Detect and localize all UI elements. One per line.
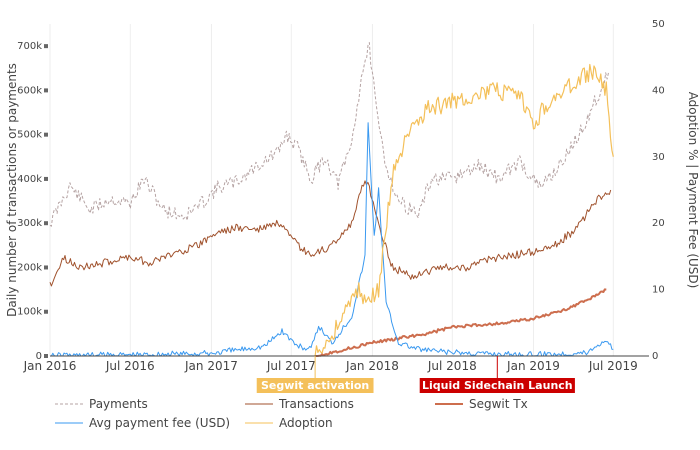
- y-left-tick-mark: [44, 354, 48, 358]
- annotation-label: Liquid Sidechain Launch: [422, 379, 573, 392]
- y-left-tick-mark: [44, 309, 48, 314]
- y-left-tick-mark: [44, 221, 48, 226]
- x-tick-label: Jan 2017: [184, 359, 238, 373]
- y-axis-right-title: Adoption % | Payment Fee (USD): [686, 92, 700, 289]
- x-tick-label: Jan 2018: [345, 359, 399, 373]
- y-left-tick-label: 600k: [17, 85, 42, 96]
- x-tick-label: Jul 2017: [266, 359, 316, 373]
- annotation-box: [256, 378, 374, 393]
- grid: [49, 24, 614, 356]
- y-left-tick-label: 0: [36, 351, 42, 362]
- legend-label-avg-payment-fee-usd: Avg payment fee (USD): [89, 416, 230, 430]
- y-left-tick-mark: [44, 44, 48, 49]
- y-left-tick-label: 200k: [17, 262, 42, 273]
- y-left-tick-mark: [44, 88, 48, 93]
- axes: Jan 2016 Jul 2016 Jan 2017 Jul 2017 Jan 2018…: [17, 19, 665, 373]
- y-right-tick-label: 50: [652, 19, 665, 30]
- y-left-tick-mark: [44, 176, 48, 181]
- legend-label-transactions: Transactions: [278, 397, 354, 411]
- legend: Payments Transactions Segwit Tx Avg payment…: [55, 397, 528, 430]
- legend-label-adoption: Adoption: [279, 416, 333, 430]
- y-axis-left-title: Daily number of transactions or payments: [5, 63, 19, 317]
- annotations: Segwit activation Liquid Sidechain Launch: [256, 356, 575, 393]
- y-right-tick-label: 40: [652, 85, 665, 96]
- y-left-tick-label: 700k: [17, 41, 42, 52]
- y-left-tick-mark: [44, 265, 48, 270]
- x-tick-label: Jul 2016: [105, 359, 155, 373]
- x-tick-label: Jan 2019: [506, 359, 560, 373]
- y-left-tick-label: 500k: [17, 130, 42, 141]
- y-left-tick-label: 300k: [17, 218, 42, 229]
- legend-label-segwit-tx: Segwit Tx: [469, 397, 528, 411]
- y-right-tick-label: 20: [652, 218, 665, 229]
- annotation-label: Segwit activation: [261, 379, 369, 392]
- y-left-tick-label: 400k: [17, 174, 42, 185]
- y-left-tick-mark: [44, 132, 48, 137]
- y-right-tick-label: 0: [652, 351, 658, 362]
- series-layer: [49, 42, 614, 357]
- y-left-tick-label: 100k: [17, 307, 42, 318]
- y-right-tick-label: 10: [652, 285, 665, 296]
- legend-label-payments: Payments: [89, 397, 148, 411]
- series-line-transactions: [49, 180, 612, 287]
- series-line-adoption: [314, 63, 614, 357]
- series-line-segwit-tx: [315, 288, 607, 357]
- x-tick-label: Jan 2016: [23, 359, 77, 373]
- x-tick-label: Jul 2019: [588, 359, 638, 373]
- series-line-payments: [49, 42, 609, 227]
- x-tick-label: Jul 2018: [427, 359, 477, 373]
- y-right-tick-label: 30: [652, 152, 665, 163]
- annotation-box: [419, 378, 575, 393]
